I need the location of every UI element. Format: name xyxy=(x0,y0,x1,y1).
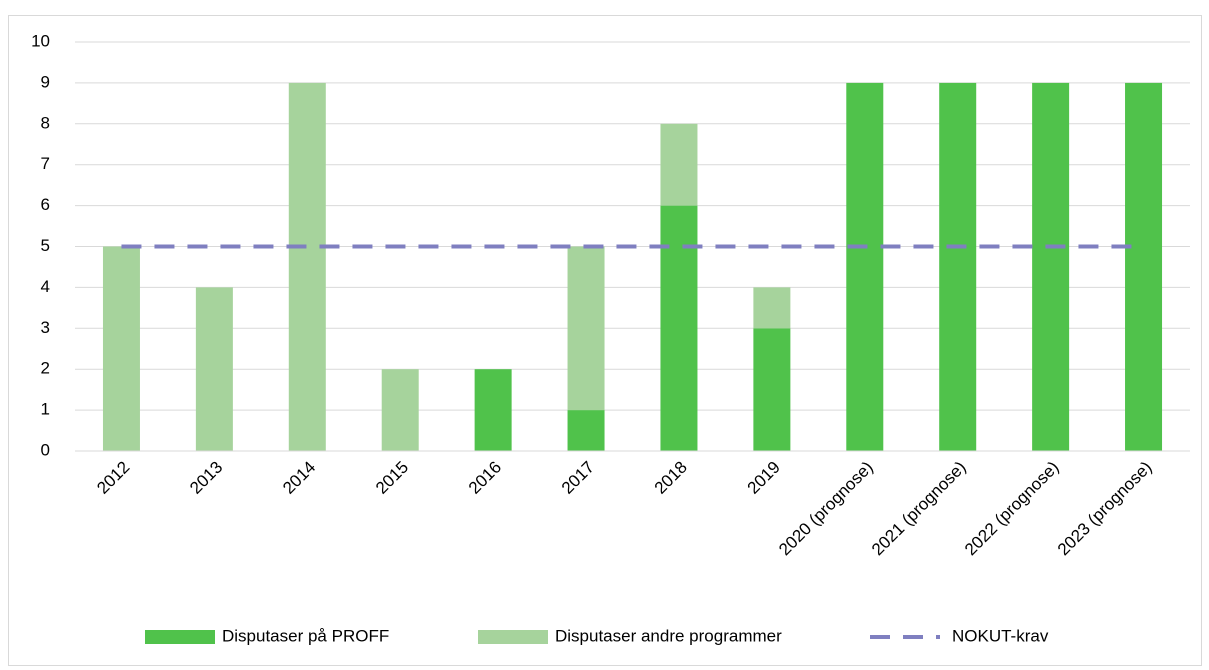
bar xyxy=(567,246,605,411)
bar xyxy=(474,369,512,451)
y-tick-label: 6 xyxy=(41,195,50,214)
bar xyxy=(288,82,326,452)
bar xyxy=(939,82,977,452)
legend-label: Disputaser andre programmer xyxy=(555,626,782,645)
bar xyxy=(102,246,140,451)
y-tick-label: 0 xyxy=(41,440,50,459)
y-tick-label: 10 xyxy=(31,31,50,50)
bar xyxy=(846,82,884,452)
legend-swatch xyxy=(145,630,215,644)
y-tick-label: 8 xyxy=(41,113,50,132)
y-tick-label: 7 xyxy=(41,154,50,173)
bar xyxy=(753,328,791,451)
bar xyxy=(660,205,698,451)
legend-label: Disputaser på PROFF xyxy=(222,626,389,645)
y-tick-label: 2 xyxy=(41,359,50,378)
y-tick-label: 9 xyxy=(41,72,50,91)
bar xyxy=(567,410,605,451)
y-tick-label: 1 xyxy=(41,400,50,419)
y-tick-label: 5 xyxy=(41,236,50,255)
bar xyxy=(195,287,233,451)
bar xyxy=(660,123,698,206)
bar xyxy=(1032,82,1070,452)
chart-frame xyxy=(8,15,1202,666)
bar xyxy=(1125,82,1163,452)
bar xyxy=(381,369,419,451)
y-tick-label: 4 xyxy=(41,277,50,296)
legend-label: NOKUT-krav xyxy=(952,626,1049,645)
y-tick-label: 3 xyxy=(41,318,50,337)
legend-swatch xyxy=(478,630,548,644)
bar xyxy=(753,287,791,329)
